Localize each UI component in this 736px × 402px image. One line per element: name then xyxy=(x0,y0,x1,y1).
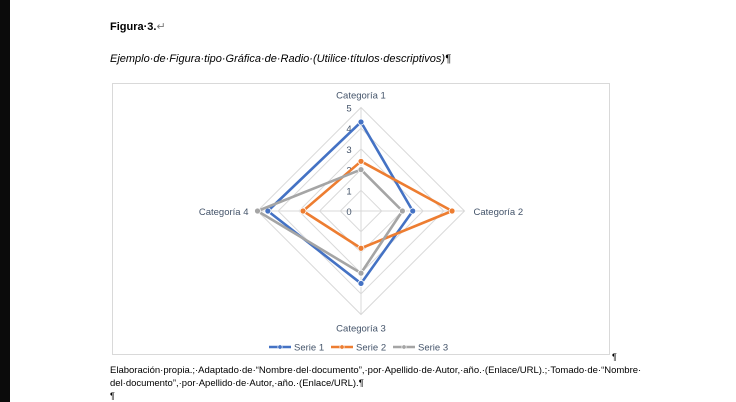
data-point xyxy=(357,166,365,173)
legend-marker xyxy=(277,344,283,350)
figure-label-text: Figura·3. xyxy=(110,21,157,33)
category-label: Categoría 4 xyxy=(199,207,249,218)
legend-marker xyxy=(339,344,345,350)
data-point xyxy=(357,280,365,287)
figure-title-text: Ejemplo·de·Figura·tipo·Gráfica·de·Radio·… xyxy=(110,53,445,65)
data-point xyxy=(357,269,365,277)
data-point xyxy=(448,207,456,215)
legend-marker xyxy=(401,344,407,350)
data-point xyxy=(357,244,365,252)
data-point xyxy=(299,207,307,215)
category-label: Categoría 1 xyxy=(336,91,386,102)
tick-label: 3 xyxy=(346,145,351,156)
tick-label: 4 xyxy=(346,124,351,135)
pilcrow-mark: ¶ xyxy=(612,352,617,362)
pilcrow-mark: ¶ xyxy=(445,53,451,65)
caption-line-2: del·documento”,·por·Apellido·de·Autor,·a… xyxy=(110,378,364,389)
empty-paragraph: ¶ xyxy=(110,391,115,401)
legend-label: Serie 3 xyxy=(418,343,448,354)
caption-line-1: Elaboración·propia.;·Adaptado·de·“Nombre… xyxy=(110,365,642,376)
data-point xyxy=(254,207,261,215)
data-point xyxy=(357,157,365,165)
data-point xyxy=(357,118,365,126)
figure-title: Ejemplo·de·Figura·tipo·Gráfica·de·Radio·… xyxy=(110,53,451,65)
category-label: Categoría 2 xyxy=(474,207,524,218)
figure-label: Figura·3.↵ xyxy=(110,20,166,33)
data-point xyxy=(409,207,417,215)
tick-label: 0 xyxy=(346,207,351,218)
tick-label: 1 xyxy=(346,186,351,197)
category-label: Categoría 3 xyxy=(336,324,386,335)
data-point xyxy=(398,207,406,215)
legend-label: Serie 1 xyxy=(294,343,324,354)
line-break-mark: ↵ xyxy=(156,21,166,33)
window-edge xyxy=(0,0,10,402)
legend-label: Serie 2 xyxy=(356,343,386,354)
tick-label: 5 xyxy=(346,104,351,115)
